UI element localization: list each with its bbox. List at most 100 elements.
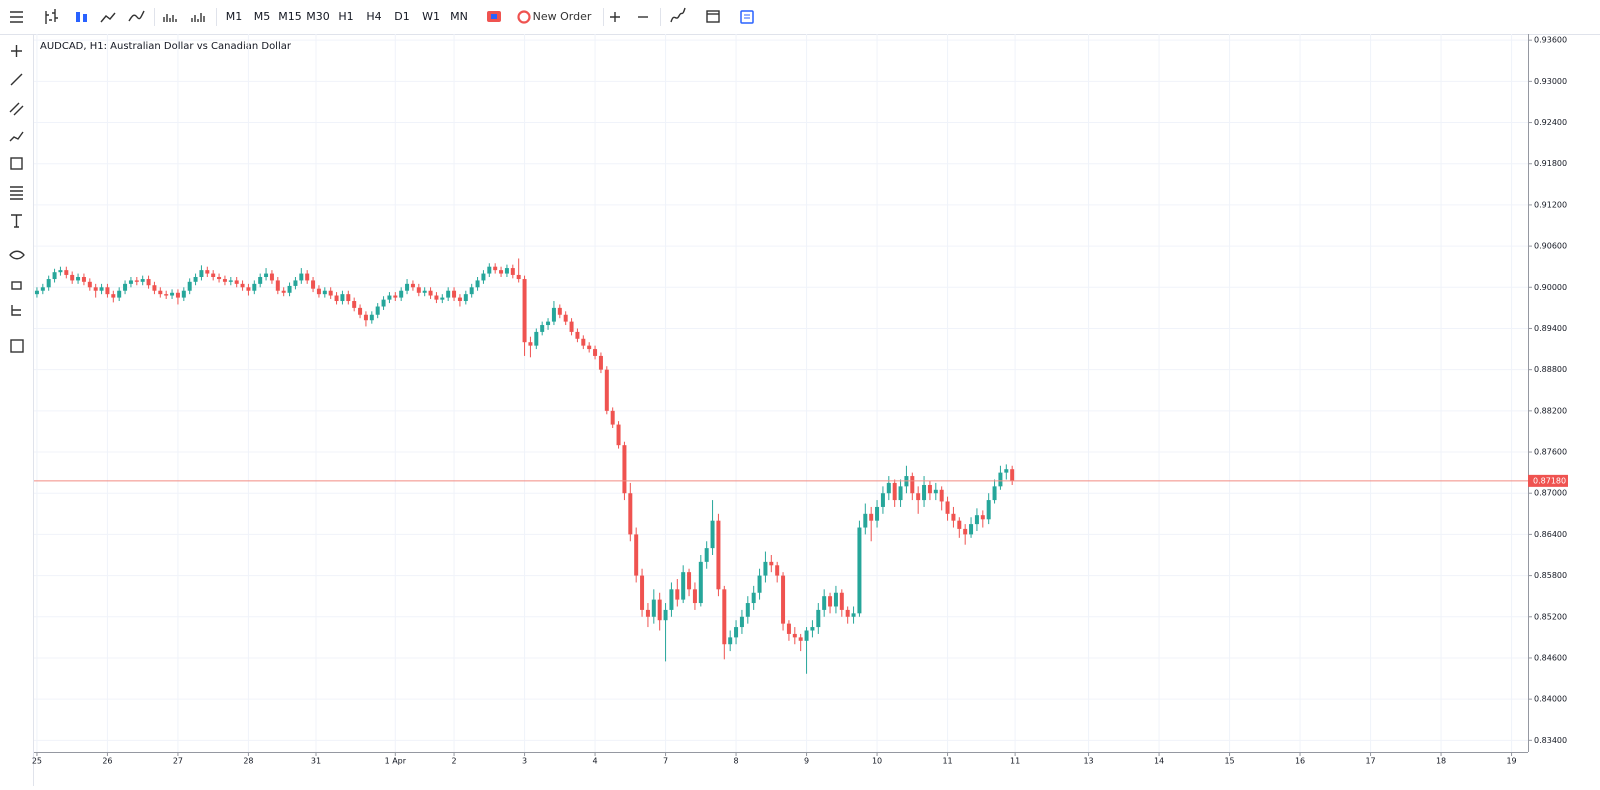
candle-body: [822, 596, 827, 610]
timeframe-button[interactable]: D1: [394, 10, 409, 23]
candle-body: [540, 325, 545, 332]
candle-body: [34, 290, 39, 295]
candle-body: [704, 548, 709, 562]
candle-body: [951, 513, 956, 521]
candle-body: [87, 281, 92, 288]
candle-body: [575, 331, 580, 339]
templates-lines: [744, 14, 750, 19]
trendline-tool[interactable]: [10, 73, 23, 86]
y-tick-label: 0.85200: [1534, 612, 1567, 621]
candle-body: [123, 283, 128, 291]
candle-body: [228, 280, 233, 282]
one-click-inner: [491, 14, 497, 19]
candle-body: [446, 290, 451, 298]
menu-icon[interactable]: [10, 11, 23, 23]
new-order-icon[interactable]: [517, 10, 531, 24]
candle-body: [40, 287, 45, 291]
y-tick-label: 0.93600: [1534, 36, 1567, 45]
candle-body: [734, 627, 739, 638]
indicator-icon[interactable]: [191, 13, 205, 22]
top-icons[interactable]: [10, 7, 754, 26]
timeframe-button[interactable]: H4: [366, 10, 381, 23]
volume-icon[interactable]: [163, 14, 177, 22]
y-tick-label: 0.89400: [1534, 324, 1567, 333]
candle-body: [181, 290, 186, 298]
y-tick-label: 0.86400: [1534, 530, 1567, 539]
templates[interactable]: [740, 10, 754, 24]
timeframe-button[interactable]: H1: [338, 10, 353, 23]
shape-tool[interactable]: [10, 157, 23, 170]
candle-body: [369, 314, 374, 321]
timeframe-button[interactable]: M15: [278, 10, 302, 23]
candle-body: [522, 279, 527, 343]
candle-body: [164, 294, 169, 296]
candle-body: [651, 599, 656, 617]
candle-body: [58, 270, 63, 273]
zoom-in[interactable]: [610, 12, 620, 22]
y-tick-label: 0.91200: [1534, 200, 1567, 209]
text-tool[interactable]: [11, 214, 22, 228]
indicators[interactable]: [670, 7, 686, 23]
channel-tool[interactable]: [9, 102, 24, 116]
candle-body: [692, 589, 697, 604]
area-icon[interactable]: [128, 10, 145, 22]
candle-body: [1010, 469, 1015, 481]
y-tick-label: 0.91800: [1534, 159, 1567, 168]
y-tick-label: 0.93000: [1534, 77, 1567, 86]
candle-body: [687, 572, 692, 590]
candle-body: [499, 270, 504, 274]
crosshair-tool[interactable]: [11, 45, 22, 57]
candle-body: [786, 623, 791, 634]
candle-body: [440, 297, 445, 300]
candle-body: [716, 520, 721, 590]
line-icon[interactable]: [100, 12, 116, 23]
candle-body: [52, 272, 57, 280]
candle-body: [493, 266, 498, 271]
candle-body: [346, 294, 351, 302]
candle-body: [152, 285, 157, 291]
x-tick-label: 8: [734, 757, 739, 766]
candle-body: [640, 575, 645, 610]
lock-tool[interactable]: [11, 281, 22, 290]
candle-body: [117, 290, 122, 298]
x-tick-label: 10: [872, 757, 882, 766]
candles-icon[interactable]: [76, 12, 87, 22]
candle-body: [634, 534, 639, 576]
drawing-tools[interactable]: [9, 45, 25, 353]
candle-body: [581, 338, 586, 346]
candle-body: [986, 500, 991, 520]
timeframe-button[interactable]: M5: [254, 10, 271, 23]
candle-body: [886, 482, 891, 494]
layers-tool[interactable]: [10, 339, 24, 353]
candle-body: [193, 276, 198, 282]
candle-body: [275, 280, 280, 291]
visibility-tool[interactable]: [9, 250, 25, 260]
new-order-button[interactable]: New Order: [533, 10, 592, 23]
candle-body: [175, 292, 180, 298]
x-tick-label: 26: [102, 757, 112, 766]
candle-body: [875, 506, 880, 521]
timeframe-button[interactable]: MN: [450, 10, 468, 23]
candle-body: [469, 287, 474, 295]
candle-body: [475, 280, 480, 288]
tree-tool[interactable]: [11, 305, 21, 316]
current-price-label: 0.87180: [1533, 476, 1566, 485]
candle-body: [293, 280, 298, 286]
fib-tool[interactable]: [10, 186, 23, 200]
timeframe-button[interactable]: W1: [422, 10, 440, 23]
y-tick-label: 0.84600: [1534, 653, 1567, 662]
timeframe-button[interactable]: M30: [306, 10, 330, 23]
pitchfork-tool[interactable]: [9, 131, 24, 142]
candle-body: [769, 561, 774, 566]
candle-body: [170, 292, 175, 296]
candle-body: [745, 603, 750, 617]
bars-icon[interactable]: [45, 9, 58, 24]
calendar[interactable]: [706, 10, 720, 23]
x-tick-label: 13: [1083, 757, 1093, 766]
timeframe-button[interactable]: M1: [226, 10, 243, 23]
x-tick-label: 27: [173, 757, 183, 766]
candle-body: [593, 349, 598, 356]
candle-body: [851, 613, 856, 617]
candle-body: [551, 307, 556, 322]
y-tick-label: 0.87600: [1534, 448, 1567, 457]
